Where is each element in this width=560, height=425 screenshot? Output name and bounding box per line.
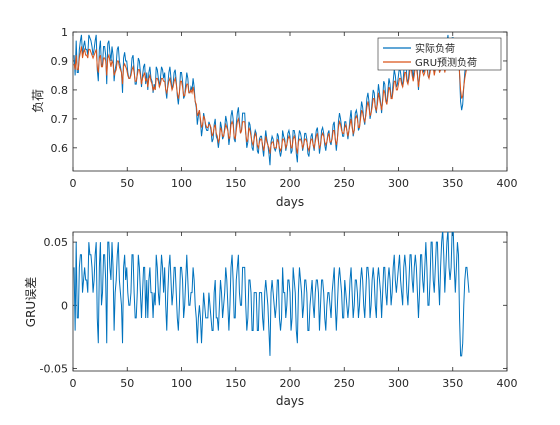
y-tick-label: 0 — [61, 299, 68, 312]
x-tick-label: 400 — [497, 377, 518, 390]
error-y-ticks: -0.05 0 0.05 — [40, 236, 507, 375]
x-tick-label: 50 — [120, 377, 134, 390]
load-legend: 实际负荷 GRU预测负荷 — [377, 37, 502, 71]
x-tick-label: 350 — [442, 177, 463, 190]
y-tick-label: 0.6 — [51, 142, 69, 155]
legend-label-gru: GRU预测负荷 — [415, 56, 477, 69]
x-tick-label: 50 — [120, 177, 134, 190]
x-tick-label: 150 — [225, 177, 246, 190]
y-tick-label: 0.9 — [51, 55, 69, 68]
load-series-group — [73, 34, 470, 166]
x-tick-label: 0 — [70, 177, 77, 190]
load-y-axis-label: 负荷 — [31, 89, 45, 113]
legend-box — [377, 37, 502, 71]
x-tick-label: 200 — [280, 377, 301, 390]
y-tick-label: 0.7 — [51, 113, 69, 126]
y-tick-label: 0.8 — [51, 84, 69, 97]
x-tick-label: 250 — [334, 377, 355, 390]
x-tick-label: 100 — [171, 177, 192, 190]
x-tick-label: 200 — [280, 177, 301, 190]
actual-load-line — [73, 34, 470, 166]
gru-error-line — [73, 232, 470, 357]
legend-label-actual: 实际负荷 — [415, 42, 455, 55]
load-x-axis-label: days — [276, 195, 304, 209]
y-tick-label: 1 — [61, 26, 68, 39]
error-x-ticks: 0 50 100 150 200 250 300 350 400 — [70, 232, 518, 390]
x-tick-label: 100 — [171, 377, 192, 390]
x-tick-label: 0 — [70, 377, 77, 390]
x-tick-label: 300 — [388, 377, 409, 390]
error-series-group — [73, 232, 470, 357]
error-x-axis-label: days — [276, 394, 304, 408]
x-tick-label: 300 — [388, 177, 409, 190]
error-y-axis-label: GRU误差 — [24, 277, 38, 327]
x-tick-label: 400 — [497, 177, 518, 190]
load-comparison-axes: 0 50 100 150 200 250 300 350 400 0.6 0.7 0.8 0.9 1 d… — [31, 26, 518, 209]
load-x-ticks: 0 50 100 150 200 250 300 350 400 — [70, 32, 518, 190]
y-tick-label: 0.05 — [44, 236, 69, 249]
load-y-ticks: 0.6 0.7 0.8 0.9 1 — [51, 26, 507, 155]
x-tick-label: 250 — [334, 177, 355, 190]
x-tick-label: 350 — [442, 377, 463, 390]
gru-predicted-load-line — [73, 46, 470, 154]
x-tick-label: 150 — [225, 377, 246, 390]
y-tick-label: -0.05 — [40, 362, 68, 375]
